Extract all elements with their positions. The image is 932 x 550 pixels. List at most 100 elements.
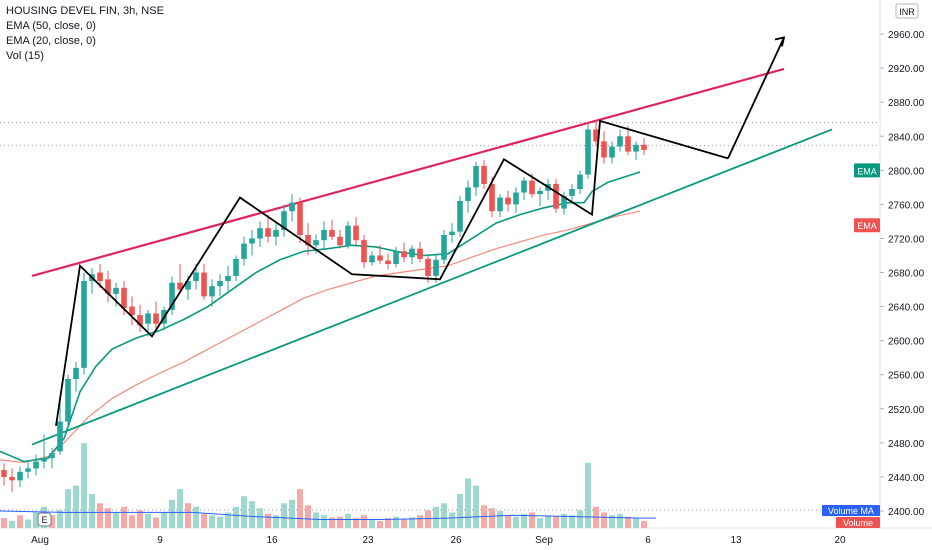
candle-body	[449, 231, 455, 236]
volume-bar	[129, 515, 135, 528]
volume-bar	[289, 499, 295, 528]
volume-bar	[177, 489, 183, 528]
candle-body	[617, 136, 623, 147]
volume-bar	[385, 518, 391, 528]
x-tick-label: 23	[362, 535, 374, 546]
candle-body	[385, 260, 391, 264]
volume-bar	[81, 443, 87, 528]
candle-body	[553, 183, 559, 209]
volume-bar	[233, 506, 239, 528]
y-tick-label: 2560.00	[888, 371, 925, 382]
volume-bar	[641, 520, 647, 528]
candle-body	[345, 225, 351, 246]
volume-bar	[457, 494, 463, 528]
candle-body	[65, 378, 71, 422]
x-tick-label: 13	[730, 535, 742, 546]
x-tick-label: 9	[157, 535, 163, 546]
volume-tag-label: Volume	[843, 518, 873, 528]
x-tick-label: Sep	[535, 535, 553, 546]
volume-bar	[465, 478, 471, 528]
candle-body	[137, 315, 143, 326]
volume-bar	[409, 517, 415, 528]
x-tick-label: 6	[645, 535, 651, 546]
candle-body	[129, 306, 135, 316]
volume-ma-tag-bg[interactable]	[822, 505, 880, 516]
legend-ema50[interactable]: EMA (50, close, 0)	[6, 20, 96, 32]
volume-bar	[585, 462, 591, 528]
candle-body	[81, 281, 87, 368]
volume-bar	[417, 515, 423, 528]
candle-body	[49, 453, 55, 459]
volume-bar	[249, 501, 255, 528]
event-marker-icon[interactable]	[37, 512, 52, 527]
candle-body	[217, 281, 223, 287]
volume-bar	[425, 510, 431, 528]
indicator-legend: HOUSING DEVEL FIN, 3h, NSE EMA (50, clos…	[6, 4, 164, 64]
legend-symbol[interactable]: HOUSING DEVEL FIN, 3h, NSE	[6, 5, 164, 17]
candle-body	[145, 313, 151, 324]
candle-body	[113, 287, 119, 294]
volume-bar	[297, 489, 303, 528]
y-tick-label: 2680.00	[888, 269, 925, 280]
candle-body	[561, 195, 567, 209]
volume-bar	[401, 519, 407, 528]
volume-bar	[265, 513, 271, 528]
candle-body	[57, 421, 63, 452]
volume-bar	[161, 512, 167, 528]
candle-body	[577, 174, 583, 190]
lower-trendline[interactable]	[31, 128, 833, 446]
candle-body	[569, 189, 575, 196]
volume-bar	[273, 515, 279, 528]
volume-bar	[241, 496, 247, 528]
volume-bar	[305, 505, 311, 528]
volume-bar	[121, 506, 127, 528]
volume-bar	[345, 513, 351, 528]
legend-ema20[interactable]: EMA (20, close, 0)	[6, 35, 96, 47]
candle-body	[193, 272, 199, 282]
candle-body	[433, 259, 439, 276]
legend-volume[interactable]: Vol (15)	[6, 50, 44, 62]
volume-bar	[169, 499, 175, 528]
volume-ma-line	[0, 510, 656, 521]
volume-bar	[185, 503, 191, 528]
candle-body	[369, 255, 375, 263]
currency-box[interactable]	[895, 3, 919, 19]
candle-body	[73, 367, 79, 379]
volume-bar	[209, 515, 215, 528]
candle-body	[609, 146, 615, 158]
candle-body	[537, 190, 543, 195]
volume-bar	[513, 516, 519, 528]
volume-bar	[553, 516, 559, 528]
volume-bar	[281, 503, 287, 528]
volume-bar	[529, 512, 535, 528]
candle-body	[625, 136, 631, 152]
projection-arrow-line[interactable]	[727, 37, 785, 159]
candle-body	[241, 243, 247, 259]
volume-bar	[473, 485, 479, 528]
upper-trendline[interactable]	[31, 67, 785, 277]
candle-body	[425, 258, 431, 276]
ema50-tag-label: EMA	[857, 221, 877, 231]
wave-pattern-path[interactable]	[55, 119, 729, 426]
volume-tag-bg[interactable]	[836, 517, 880, 528]
volume-bar	[113, 512, 119, 528]
candle-body	[265, 228, 271, 237]
volume-bar	[73, 485, 79, 528]
volume-bar	[361, 515, 367, 528]
volume-bar	[9, 520, 15, 528]
ema20-tag-bg[interactable]	[854, 163, 880, 178]
volume-bar	[601, 512, 607, 528]
volume-bar	[137, 510, 143, 528]
y-tick-label: 2520.00	[888, 405, 925, 416]
volume-bar	[577, 510, 583, 528]
volume-bar	[57, 510, 63, 528]
candle-body	[1, 470, 7, 477]
volume-bar	[489, 508, 495, 528]
candle-body	[329, 229, 335, 237]
candle-body	[585, 129, 591, 175]
volume-bar	[521, 513, 527, 528]
candle-body	[457, 200, 463, 232]
ema50-tag-bg[interactable]	[854, 218, 880, 233]
y-tick-label: 2920.00	[888, 64, 925, 75]
